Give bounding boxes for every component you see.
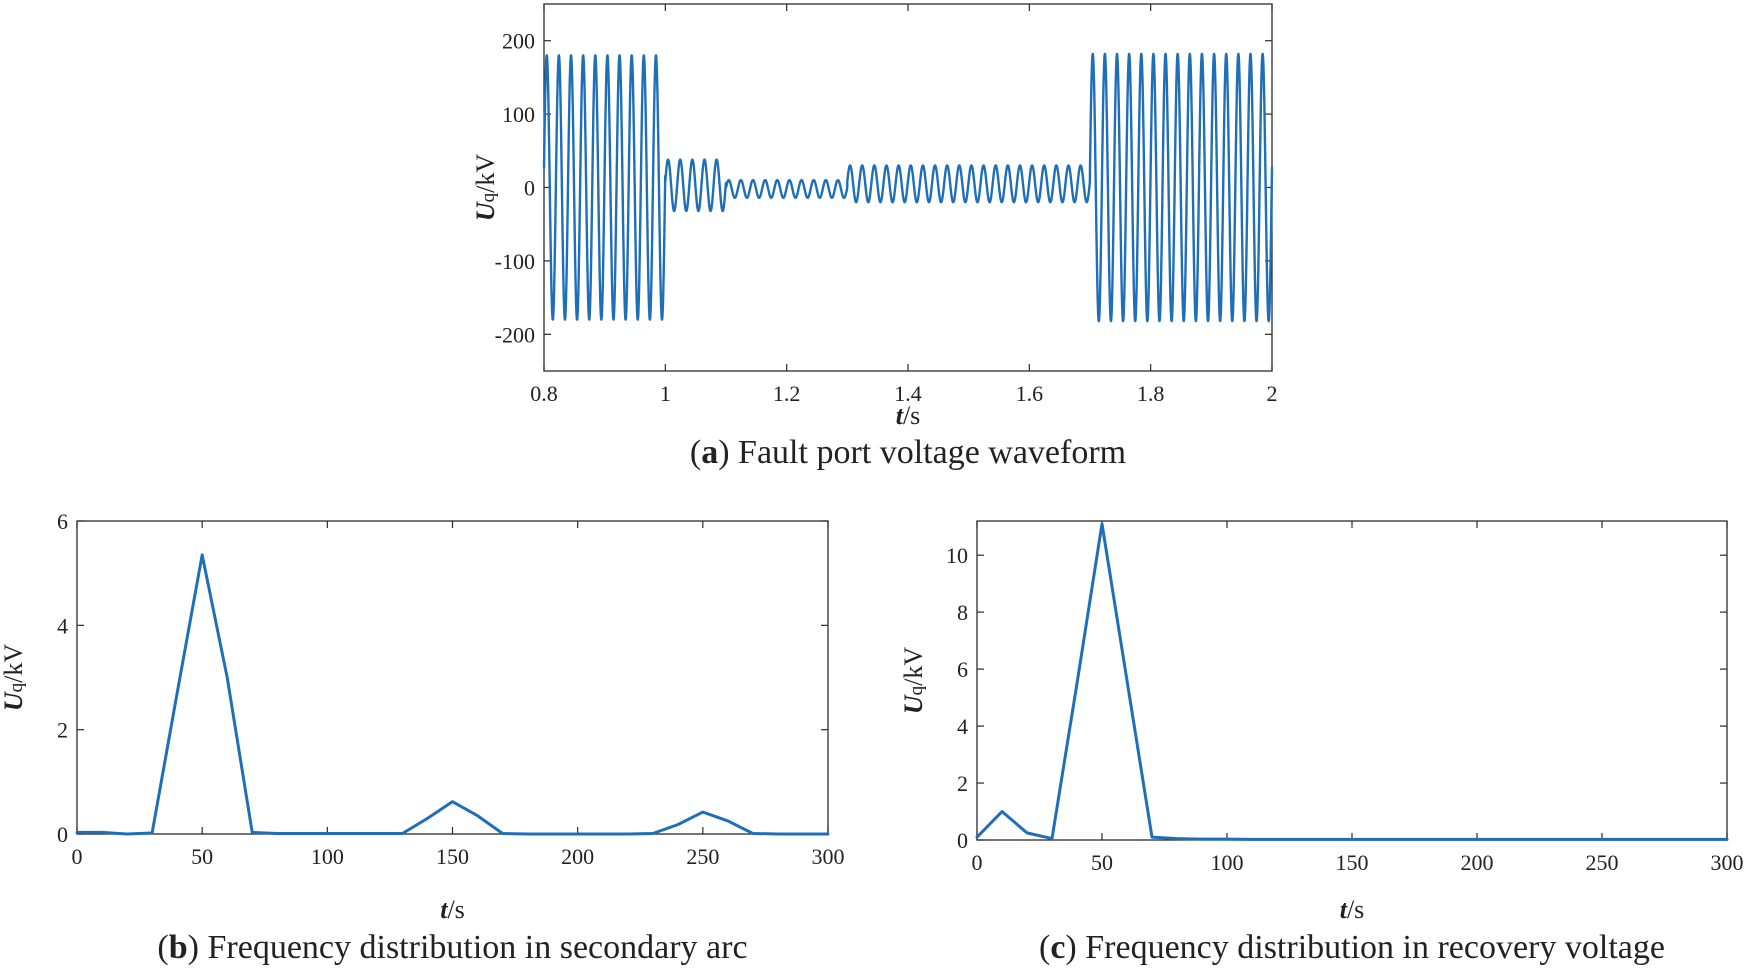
panel-a-xtick-label: 1.2	[773, 381, 801, 406]
panel-c-xtick-label: 100	[1211, 850, 1244, 875]
panel-c-ytick-label: 0	[957, 828, 968, 853]
panel-c-xtick-label: 300	[1711, 850, 1744, 875]
panel-b-caption: (b) Frequency distribution in secondary …	[157, 929, 747, 966]
panel-c-caption-open: (	[1039, 929, 1050, 966]
panel-b-x-axis-label: t/s	[440, 895, 465, 924]
panel-b-ytick-label: 0	[57, 822, 68, 847]
panel-c-x-axis-label: t/s	[1340, 895, 1365, 924]
panel-c-xtick-label: 50	[1091, 850, 1113, 875]
panel-c-ylabel-var: U	[899, 694, 928, 714]
panel-c-ytick-label: 10	[946, 543, 968, 568]
panel-a-ylabel-var: U	[471, 201, 500, 221]
panel-c-recovery-voltage-spectrum: 0 50 100 150 200 250 300 0 2 4 6 8 10 Uq/kV t/s (c) …	[899, 520, 1744, 966]
panel-a-ylabel-sub: q	[478, 192, 499, 202]
panel-b-ticks: 0 50 100 150 200 250 300 0 2 4 6	[57, 509, 845, 869]
panel-b-xtick-label: 250	[686, 844, 719, 869]
panel-b-caption-close: )	[188, 929, 208, 966]
panel-a-ytick-label: -100	[495, 249, 535, 274]
panel-c-xlabel-unit: /s	[1347, 895, 1364, 924]
panel-b-caption-text: Frequency distribution in secondary arc	[208, 929, 748, 966]
panel-c-caption-close: )	[1065, 929, 1085, 966]
panel-b-xlabel-unit: /s	[447, 895, 464, 924]
panel-a-xtick-label: 2	[1267, 381, 1278, 406]
panel-c-ticks: 0 50 100 150 200 250 300 0 2 4 6 8 10	[946, 521, 1744, 875]
panel-a-voltage-waveform-line	[542, 52, 1274, 323]
panel-a-xtick-label: 1.8	[1137, 381, 1165, 406]
panel-a-xtick-label: 1.6	[1016, 381, 1044, 406]
panel-a-ylabel-unit: /kV	[471, 154, 500, 193]
panel-c-xtick-label: 200	[1461, 850, 1494, 875]
panel-a-ytick-label: -200	[495, 322, 535, 347]
panel-b-xtick-label: 200	[561, 844, 594, 869]
panel-c-caption-tag: c	[1050, 929, 1065, 966]
panel-c-spectrum-line	[975, 522, 1729, 841]
panel-a-xtick-label: 1	[660, 381, 671, 406]
panel-b-caption-tag: b	[169, 929, 188, 966]
panel-b-y-axis-label: Uq/kV	[0, 644, 28, 712]
panel-c-caption-text: Frequency distribution in recovery volta…	[1085, 929, 1665, 966]
panel-b-ylabel-unit: /kV	[0, 644, 28, 683]
panel-c-ytick-label: 8	[957, 600, 968, 625]
panel-b-ytick-label: 4	[57, 613, 68, 638]
panel-c-xtick-label: 0	[972, 850, 983, 875]
panel-b-plot-frame	[76, 520, 829, 835]
panel-b-ylabel-var: U	[0, 691, 28, 711]
panel-a-ytick-label: 100	[502, 102, 535, 127]
panel-a-fault-port-voltage: 0.8 1 1.2 1.4 1.6 1.8 2 -200 -100 0 100 200 Uq/kV t…	[471, 3, 1278, 471]
panel-a-ytick-label: 0	[524, 176, 535, 201]
panel-a-ticks: 0.8 1 1.2 1.4 1.6 1.8 2 -200 -100 0 100 200	[495, 4, 1278, 406]
panel-a-caption: (a) Fault port voltage waveform	[690, 434, 1126, 471]
panel-b-xtick-label: 0	[72, 844, 83, 869]
panel-b-xtick-label: 100	[311, 844, 344, 869]
panel-c-ytick-label: 6	[957, 657, 968, 682]
panel-b-spectrum-line	[75, 553, 830, 836]
panel-a-caption-close: )	[718, 434, 738, 471]
panel-a-xlabel-var: t	[896, 401, 904, 430]
panel-c-plot-frame	[976, 520, 1728, 841]
panel-a-y-axis-label: Uq/kV	[471, 154, 500, 222]
panel-c-ytick-label: 2	[957, 771, 968, 796]
panel-c-xtick-label: 250	[1586, 850, 1619, 875]
panel-b-secondary-arc-spectrum: 0 50 100 150 200 250 300 0 2 4 6 Uq/kV t/s (b) Fre…	[0, 509, 845, 966]
panel-c-xlabel-var: t	[1340, 895, 1348, 924]
panel-a-caption-open: (	[690, 434, 701, 471]
panel-b-ytick-label: 6	[57, 509, 68, 534]
panel-b-ytick-label: 2	[57, 718, 68, 743]
panel-a-caption-tag: a	[701, 434, 718, 471]
panel-c-ytick-label: 4	[957, 714, 968, 739]
panel-a-ytick-label: 200	[502, 29, 535, 54]
panel-a-caption-text: Fault port voltage waveform	[738, 434, 1126, 471]
panel-c-ylabel-sub: q	[906, 685, 927, 695]
panel-c-caption: (c) Frequency distribution in recovery v…	[1039, 929, 1665, 966]
panel-b-ylabel-sub: q	[6, 682, 27, 692]
panel-a-xtick-label: 0.8	[530, 381, 558, 406]
panel-c-y-axis-label: Uq/kV	[899, 647, 928, 715]
panel-b-caption-open: (	[157, 929, 168, 966]
panel-b-xtick-label: 150	[436, 844, 469, 869]
panel-a-xlabel-unit: /s	[903, 401, 920, 430]
panel-c-xtick-label: 150	[1336, 850, 1369, 875]
panel-a-x-axis-label: t/s	[896, 401, 921, 430]
panel-b-xlabel-var: t	[440, 895, 448, 924]
panel-b-xtick-label: 300	[812, 844, 845, 869]
panel-a-xtick-label: 1.4	[894, 381, 922, 406]
panel-c-ylabel-unit: /kV	[899, 647, 928, 686]
panel-b-xtick-label: 50	[191, 844, 213, 869]
